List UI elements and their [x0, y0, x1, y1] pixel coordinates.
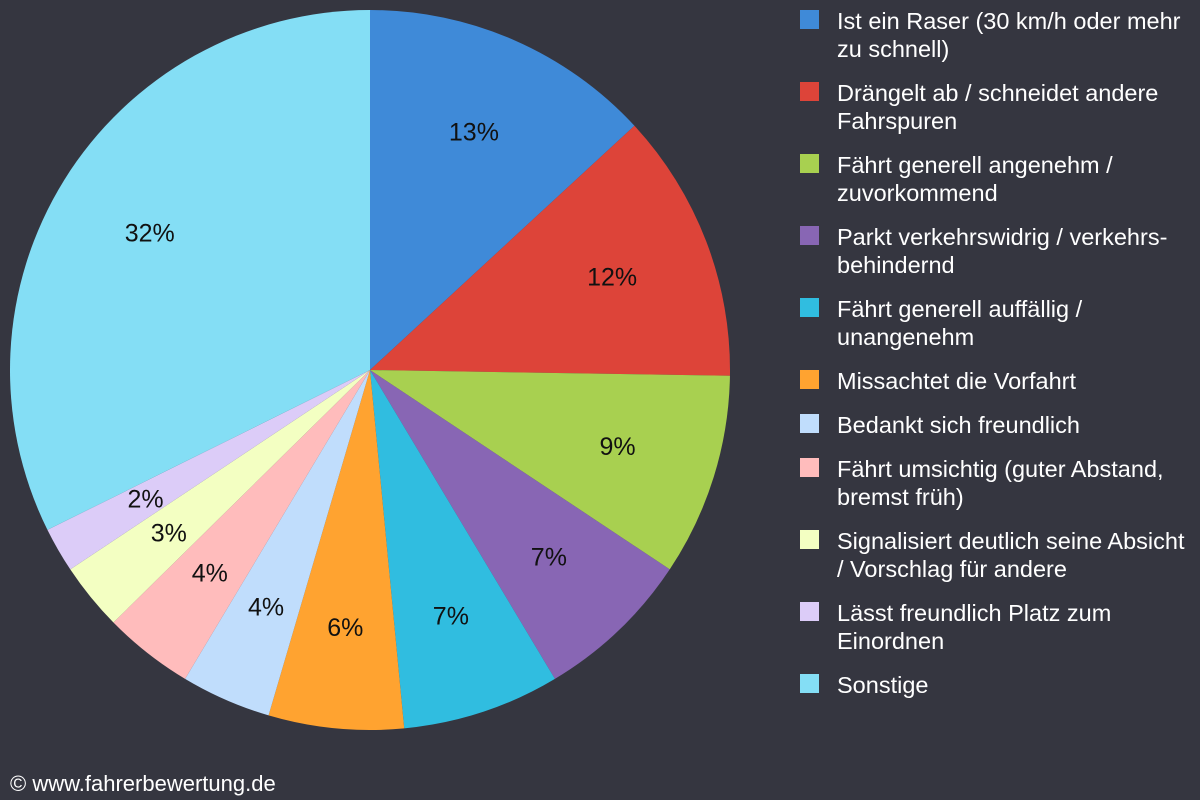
legend-label-10: Sonstige: [837, 672, 929, 698]
slice-label-6: 4%: [248, 593, 284, 621]
pie-slice-5: [268, 370, 405, 730]
pie-slice-3: [370, 370, 670, 679]
slice-label-1: 12%: [587, 263, 637, 291]
pie-slice-4: [370, 370, 555, 729]
slice-label-2: 9%: [599, 433, 635, 461]
slice-label-7: 4%: [192, 560, 228, 588]
pie-slice-0: [370, 10, 635, 370]
legend-swatch-9: [800, 602, 819, 621]
pie-slice-9: [47, 370, 371, 570]
legend-label-7: Fährt umsichtig (guter Abstand, bremst f…: [837, 456, 1164, 510]
legend-swatch-7: [800, 458, 819, 477]
legend-swatch-8: [800, 530, 819, 549]
legend-swatch-3: [800, 226, 819, 245]
legend-swatch-0: [800, 10, 819, 29]
legend-swatch-2: [800, 154, 819, 173]
legend-item-10: Sonstige: [800, 671, 1195, 699]
legend-label-8: Signalisiert deutlich seine Absicht / Vo…: [837, 528, 1185, 582]
slice-label-9: 2%: [127, 486, 163, 514]
pie-slice-2: [370, 370, 730, 570]
legend-swatch-4: [800, 298, 819, 317]
slice-label-0: 13%: [449, 119, 499, 147]
slice-label-3: 7%: [531, 544, 567, 572]
legend-label-1: Drängelt ab / schneidet andere Fahrspure…: [837, 80, 1159, 134]
legend-swatch-10: [800, 674, 819, 693]
legend-item-4: Fährt generell auffällig / unangenehm: [800, 295, 1195, 351]
legend-swatch-6: [800, 414, 819, 433]
pie-slice-10: [9, 10, 370, 530]
legend-item-0: Ist ein Raser (30 km/h oder mehr zu schn…: [800, 7, 1195, 63]
slice-label-5: 6%: [327, 614, 363, 642]
legend-item-9: Lässt freundlich Platz zum Einordnen: [800, 599, 1195, 655]
legend-item-1: Drängelt ab / schneidet andere Fahrspure…: [800, 79, 1195, 135]
legend-label-6: Bedankt sich freundlich: [837, 412, 1080, 438]
copyright-footer: © www.fahrerbewertung.de: [10, 771, 276, 796]
legend-item-5: Missachtet die Vorfahrt: [800, 367, 1195, 395]
legend-item-3: Parkt verkehrswidrig / verkehrs-behinder…: [800, 223, 1195, 279]
legend-label-3: Parkt verkehrswidrig / verkehrs-behinder…: [837, 224, 1168, 278]
pie-slice-7: [113, 370, 370, 679]
pie-slice-1: [370, 125, 730, 376]
legend-swatch-1: [800, 82, 819, 101]
legend-label-5: Missachtet die Vorfahrt: [837, 368, 1077, 394]
legend-item-6: Bedankt sich freundlich: [800, 411, 1195, 439]
legend-label-2: Fährt generell angenehm / zuvorkommend: [837, 152, 1113, 206]
legend-item-2: Fährt generell angenehm / zuvorkommend: [800, 151, 1195, 207]
pie-slice-6: [185, 370, 370, 716]
slice-label-4: 7%: [433, 602, 469, 630]
legend-label-0: Ist ein Raser (30 km/h oder mehr zu schn…: [837, 8, 1181, 62]
slice-label-10: 32%: [125, 219, 175, 247]
slice-label-8: 3%: [151, 519, 187, 547]
legend-label-4: Fährt generell auffällig / unangenehm: [837, 296, 1083, 350]
legend-swatch-5: [800, 370, 819, 389]
legend-item-7: Fährt umsichtig (guter Abstand, bremst f…: [800, 455, 1195, 511]
legend: Ist ein Raser (30 km/h oder mehr zu schn…: [800, 7, 1195, 715]
legend-label-9: Lässt freundlich Platz zum Einordnen: [837, 600, 1112, 654]
legend-item-8: Signalisiert deutlich seine Absicht / Vo…: [800, 527, 1195, 583]
pie-slice-8: [70, 370, 371, 623]
pie-chart: 13%12%9%7%7%6%4%4%3%2%32%: [9, 10, 730, 730]
